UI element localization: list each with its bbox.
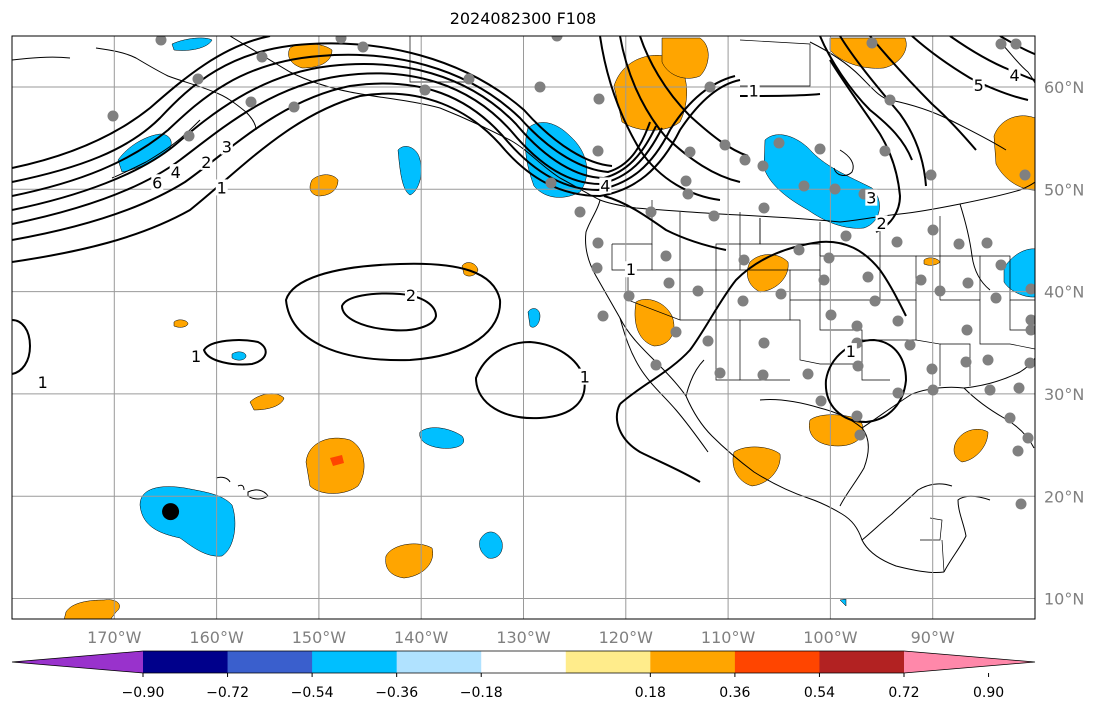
contour-label-bg	[220, 138, 233, 155]
contour-label: 1	[191, 347, 201, 366]
contour-label: 2	[876, 214, 886, 233]
contour-label: 1	[580, 368, 590, 387]
colorbar-tick-label: −0.54	[291, 685, 334, 701]
contour-label: 2	[201, 153, 211, 172]
contour-label: 1	[626, 260, 636, 279]
contour-label: 5	[974, 76, 984, 95]
longitude-tick-label: 120°W	[599, 628, 654, 647]
colorbar-extend-high	[904, 651, 1035, 673]
contour-label: 1	[38, 373, 48, 392]
negative-anomaly-shading	[117, 37, 1035, 607]
colorbar-tick-label: −0.18	[460, 685, 503, 701]
contour-label: 4	[600, 176, 610, 195]
colorbar	[11, 650, 1036, 674]
longitude-tick-label: 110°W	[701, 628, 756, 647]
gridlines	[12, 36, 1035, 619]
contour-label-bg	[200, 153, 213, 170]
contour-label: 3	[222, 138, 232, 157]
contour-label: 3	[866, 189, 876, 208]
colorbar-segment	[396, 651, 482, 673]
colorbar-segment	[312, 651, 398, 673]
longitude-labels: 170°W 160°W 150°W 140°W 130°W 120°W 110°W 100°W…	[87, 628, 955, 647]
latitude-tick-label: 40°N	[1044, 283, 1084, 302]
contour-label-bg	[404, 286, 417, 303]
colorbar-tick-label: 0.18	[635, 685, 666, 701]
longitude-tick-label: 150°W	[292, 628, 347, 647]
contour-label-bg	[624, 261, 637, 278]
map-frame	[11, 35, 1036, 620]
contour-label: 4	[1009, 66, 1019, 85]
longitude-tick-label: 90°W	[911, 628, 955, 647]
map-title: 2024082300 F108	[449, 9, 597, 28]
latitude-tick-label: 50°N	[1044, 180, 1084, 199]
latitude-tick-label: 10°N	[1044, 590, 1084, 609]
contour-label: 6	[152, 173, 162, 192]
contour-label-bg	[875, 215, 888, 232]
contour-label-bg	[747, 82, 760, 99]
contour-label-bg	[215, 179, 228, 196]
contour-label: 1	[846, 342, 856, 361]
colorbar-tick-label: −0.72	[206, 685, 249, 701]
contour-label-bg	[578, 368, 591, 385]
contour-label: 1	[217, 178, 227, 197]
latitude-tick-label: 60°N	[1044, 78, 1084, 97]
station-markers	[107, 36, 1035, 510]
colorbar-tick-label: −0.36	[375, 685, 418, 701]
contour-label: 4	[171, 163, 181, 182]
contour-label: 1	[749, 81, 759, 100]
colorbar-extend-low	[12, 651, 143, 673]
colorbar-segment	[481, 651, 567, 673]
colorbar-segment	[565, 651, 651, 673]
latitude-tick-label: 20°N	[1044, 487, 1084, 506]
longitude-tick-label: 140°W	[394, 628, 449, 647]
colorbar-labels: −0.90 −0.72 −0.54 −0.36 −0.18 0.18 0.36 0.54 0.7…	[122, 673, 1004, 701]
longitude-tick-label: 100°W	[803, 628, 858, 647]
colorbar-segment	[734, 651, 820, 673]
longitude-tick-label: 130°W	[496, 628, 551, 647]
colorbar-segment	[650, 651, 736, 673]
positive-anomaly-shading	[63, 37, 1035, 619]
colorbar-tick-label: 0.54	[804, 685, 835, 701]
latitude-labels: 10°N 20°N 30°N 40°N 50°N 60°N	[1044, 78, 1084, 608]
longitude-tick-label: 170°W	[87, 628, 142, 647]
colorbar-segment	[227, 651, 313, 673]
contour-label-bg	[972, 77, 985, 94]
colorbar-segment	[819, 651, 905, 673]
contour-label-bg	[36, 373, 49, 390]
contour-label-bg	[865, 189, 878, 206]
contour-label-bg	[151, 174, 164, 191]
contour-label-bg	[190, 348, 203, 365]
contour-label: 2	[406, 286, 416, 305]
longitude-tick-label: 160°W	[189, 628, 244, 647]
contour-label-bg	[1008, 66, 1021, 83]
colorbar-tick-label: 0.90	[973, 685, 1004, 701]
colorbar-tick-label: 0.72	[888, 685, 919, 701]
contour-label-bg	[599, 177, 612, 194]
contour-label-bg	[169, 164, 182, 181]
contour-label-bg	[844, 343, 857, 360]
highlight-marker	[162, 503, 180, 521]
latitude-tick-label: 30°N	[1044, 385, 1084, 404]
colorbar-segment	[143, 651, 229, 673]
colorbar-tick-label: −0.90	[122, 685, 165, 701]
contour-lines	[12, 36, 1035, 483]
colorbar-tick-label: 0.36	[719, 685, 750, 701]
